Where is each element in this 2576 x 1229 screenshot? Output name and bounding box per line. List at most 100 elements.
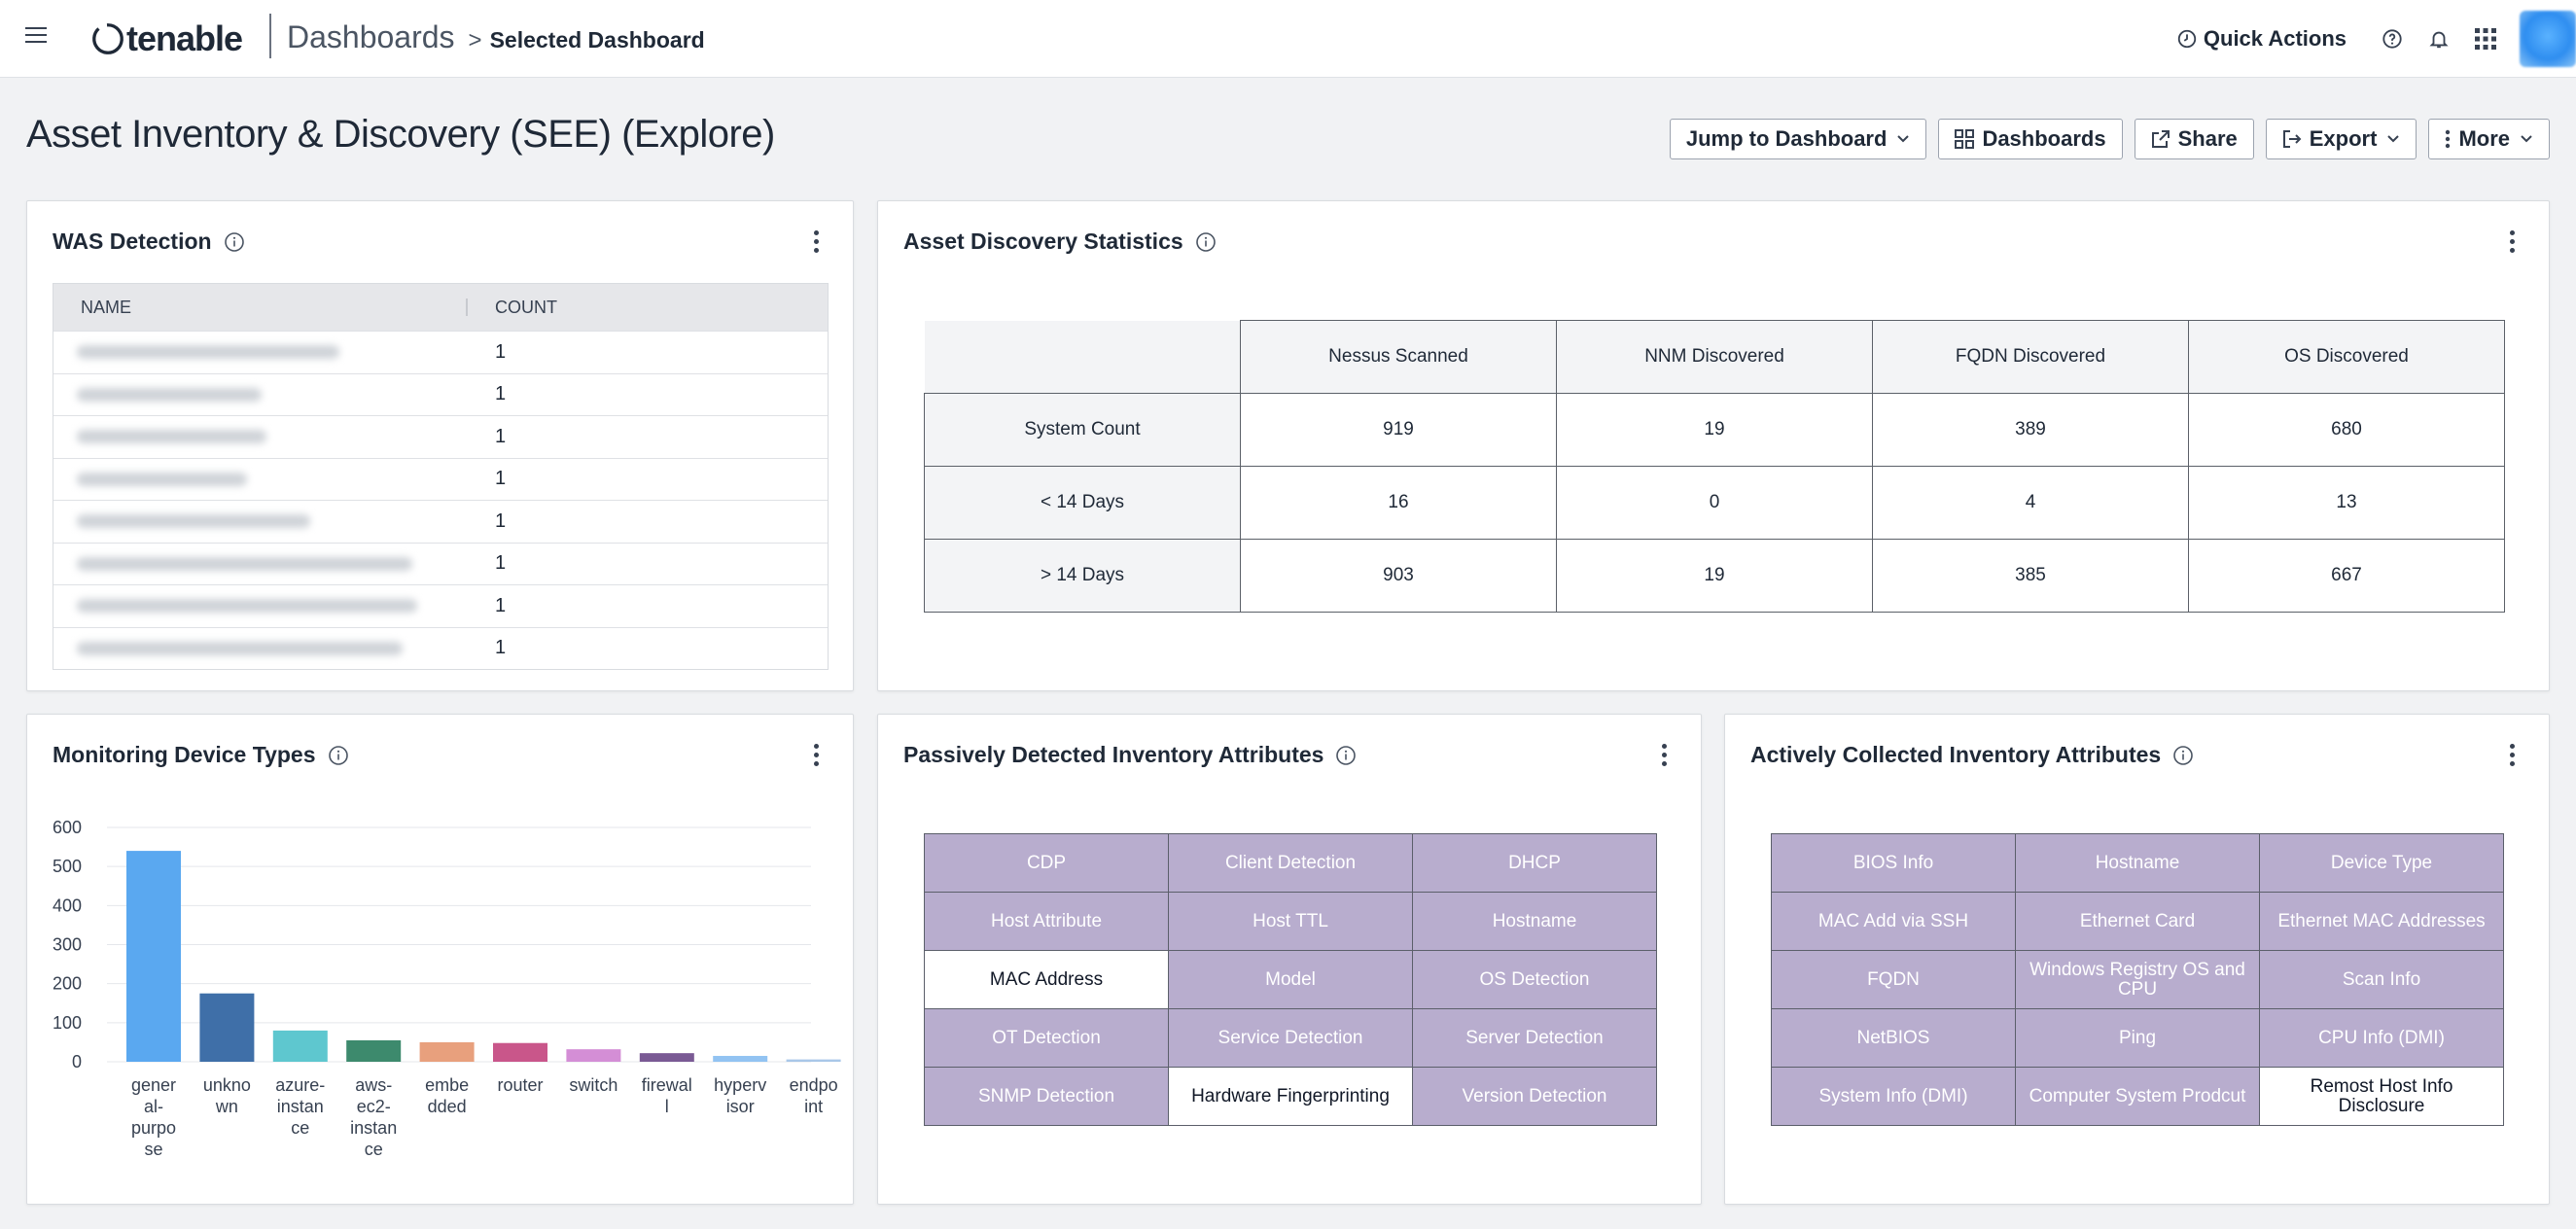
attribute-cell[interactable]: Version Detection [1412, 1067, 1657, 1126]
card-menu-icon[interactable] [812, 744, 820, 767]
value-cell[interactable]: 0 [1556, 466, 1873, 540]
attribute-cell[interactable]: Computer System Prodcut [2015, 1067, 2260, 1126]
x-tick-label-line: embe [425, 1075, 469, 1095]
info-icon[interactable] [1335, 745, 1357, 766]
bar-router[interactable] [493, 1042, 547, 1062]
bar-aws-ec2-instance[interactable] [346, 1039, 402, 1062]
page-title: Asset Inventory & Discovery (SEE) (Explo… [26, 113, 775, 156]
value-cell[interactable]: 389 [1872, 393, 2189, 467]
column-header-name[interactable]: NAME [53, 298, 468, 316]
table-row[interactable]: 1 [53, 457, 828, 501]
table-row[interactable]: 1 [53, 542, 828, 585]
row-label: > 14 Days [924, 539, 1241, 613]
attribute-cell[interactable]: Service Detection [1168, 1008, 1413, 1068]
attribute-cell[interactable]: CDP [924, 833, 1169, 893]
attribute-cell[interactable]: FQDN [1771, 950, 2016, 1009]
attribute-cell[interactable]: MAC Add via SSH [1771, 892, 2016, 951]
attribute-cell[interactable]: Hostname [2015, 833, 2260, 893]
bar-endpoint[interactable] [786, 1059, 841, 1062]
attribute-cell[interactable]: Ping [2015, 1008, 2260, 1068]
value-cell[interactable]: 680 [2188, 393, 2505, 467]
quick-actions-label: Quick Actions [2203, 26, 2347, 51]
info-icon[interactable] [1195, 231, 1217, 253]
value-cell[interactable]: 4 [1872, 466, 2189, 540]
attribute-cell[interactable]: MAC Address [924, 950, 1169, 1009]
dashboards-button[interactable]: Dashboards [1938, 119, 2123, 159]
attribute-cell[interactable]: Hardware Fingerprinting [1168, 1067, 1413, 1126]
dashboards-label: Dashboards [1982, 126, 2106, 151]
value-cell[interactable]: 919 [1240, 393, 1557, 467]
attribute-cell[interactable]: Hostname [1412, 892, 1657, 951]
quick-actions-button[interactable]: Quick Actions [2176, 26, 2347, 52]
x-tick-label-line: ce [365, 1140, 383, 1159]
attribute-cell[interactable]: Server Detection [1412, 1008, 1657, 1068]
card-menu-icon[interactable] [2508, 230, 2516, 254]
menu-icon[interactable] [25, 27, 47, 49]
info-icon[interactable] [224, 231, 245, 253]
value-cell[interactable]: 19 [1556, 393, 1873, 467]
attribute-cell[interactable]: Windows Registry OS and CPU [2015, 950, 2260, 1009]
attribute-cell[interactable]: SNMP Detection [924, 1067, 1169, 1126]
attribute-cell[interactable]: NetBIOS [1771, 1008, 2016, 1068]
attribute-cell[interactable]: OS Detection [1412, 950, 1657, 1009]
value-cell[interactable]: 667 [2188, 539, 2505, 613]
info-icon[interactable] [328, 745, 349, 766]
attribute-cell[interactable]: BIOS Info [1771, 833, 2016, 893]
redacted-text [77, 641, 403, 655]
bar-firewall[interactable] [639, 1053, 694, 1062]
attribute-cell[interactable]: CPU Info (DMI) [2259, 1008, 2504, 1068]
tenable-logo[interactable]: tenable [89, 18, 243, 60]
help-icon[interactable] [2380, 26, 2405, 52]
breadcrumb-separator-icon: > [468, 27, 482, 53]
attribute-cell[interactable]: Ethernet Card [2015, 892, 2260, 951]
bar-switch[interactable] [566, 1049, 621, 1062]
table-row[interactable]: 1 [53, 331, 828, 373]
card-menu-icon[interactable] [1660, 744, 1668, 767]
share-button[interactable]: Share [2134, 119, 2254, 159]
x-tick-label-line: isor [726, 1097, 755, 1116]
bar-azure-instance[interactable] [272, 1030, 328, 1062]
bar-embedded[interactable] [419, 1041, 475, 1062]
attribute-cell[interactable]: Device Type [2259, 833, 2504, 893]
attribute-cell[interactable]: Scan Info [2259, 950, 2504, 1009]
bar-general-purpose[interactable] [126, 851, 181, 1062]
x-tick-label-line: switch [569, 1075, 618, 1095]
clock-icon [2177, 29, 2197, 49]
attribute-cell[interactable]: Client Detection [1168, 833, 1413, 893]
apps-grid-icon[interactable] [2473, 26, 2498, 52]
value-cell[interactable]: 16 [1240, 466, 1557, 540]
attribute-cell[interactable]: OT Detection [924, 1008, 1169, 1068]
export-button[interactable]: Export [2265, 119, 2417, 159]
redacted-text [77, 514, 310, 529]
bar-unknown[interactable] [199, 993, 255, 1062]
attribute-cell[interactable]: Model [1168, 950, 1413, 1009]
value-cell[interactable]: 385 [1872, 539, 2189, 613]
jump-to-dashboard-button[interactable]: Jump to Dashboard [1669, 119, 1927, 159]
breadcrumb-dashboards[interactable]: Dashboards [287, 19, 455, 54]
table-row[interactable]: 1 [53, 584, 828, 627]
bar-hypervisor[interactable] [713, 1055, 768, 1062]
value-cell[interactable]: 903 [1240, 539, 1557, 613]
table-row[interactable]: 1 [53, 415, 828, 458]
value-cell[interactable]: 13 [2188, 466, 2505, 540]
attribute-cell[interactable]: DHCP [1412, 833, 1657, 893]
attribute-cell[interactable]: System Info (DMI) [1771, 1067, 2016, 1126]
card-menu-icon[interactable] [812, 230, 820, 254]
attribute-cell[interactable]: Host Attribute [924, 892, 1169, 951]
table-row[interactable]: 1 [53, 372, 828, 416]
bell-icon[interactable] [2426, 26, 2452, 52]
info-icon[interactable] [2172, 745, 2194, 766]
attribute-cell[interactable]: Ethernet MAC Addresses [2259, 892, 2504, 951]
value-cell[interactable]: 19 [1556, 539, 1873, 613]
more-button[interactable]: More [2428, 119, 2550, 159]
table-row[interactable]: 1 [53, 500, 828, 543]
column-header-count[interactable]: COUNT [495, 297, 557, 317]
column-header: NNM Discovered [1556, 320, 1873, 394]
table-row[interactable]: 1 [53, 626, 828, 670]
x-tick-label: embe dded [425, 1075, 469, 1116]
attribute-cell[interactable]: Host TTL [1168, 892, 1413, 951]
avatar[interactable] [2520, 11, 2576, 67]
attribute-cell[interactable]: Remost Host Info Disclosure [2259, 1067, 2504, 1126]
x-tick-label-line: aws- [355, 1075, 392, 1095]
card-menu-icon[interactable] [2508, 744, 2516, 767]
